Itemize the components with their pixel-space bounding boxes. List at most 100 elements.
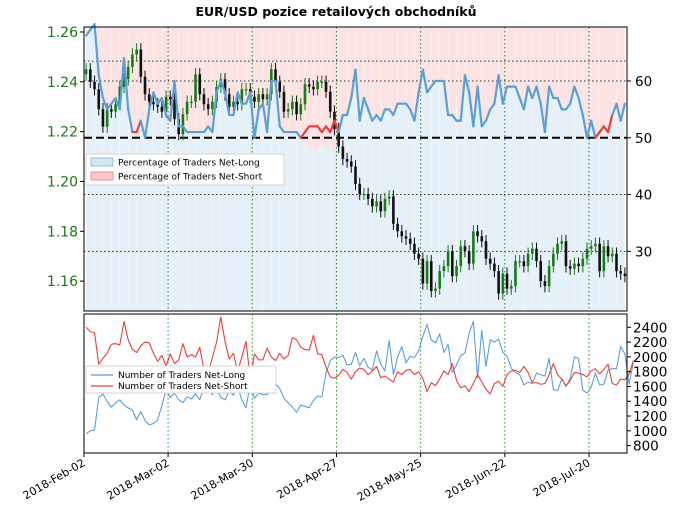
- candle-body: [522, 261, 526, 267]
- candle-body: [480, 236, 484, 242]
- pct-line-segment: [236, 91, 243, 105]
- candle-body: [190, 101, 193, 103]
- legend-label-count-short: Number of Traders Net-Short: [118, 382, 248, 392]
- legend-label-pct-long: Percentage of Traders Net-Long: [118, 159, 260, 169]
- bottom-plot-frame: [83, 313, 628, 454]
- pct-line-segment: [585, 119, 593, 139]
- candle-body: [455, 266, 458, 277]
- candle-body: [530, 248, 534, 254]
- candle-body: [122, 79, 126, 87]
- candle-body: [505, 273, 509, 289]
- candle-body: [278, 81, 282, 92]
- pct-line-segment: [122, 57, 130, 111]
- pct-line-segment: [139, 119, 147, 139]
- candle-body: [257, 94, 260, 102]
- candle-body: [349, 161, 353, 167]
- candle-body: [463, 246, 467, 252]
- pct-line-segment: [303, 125, 311, 134]
- candle-body: [438, 271, 441, 289]
- pct-line-segment: [253, 108, 260, 139]
- candle-body: [362, 193, 366, 196]
- pct-line-segment: [299, 130, 307, 139]
- candle-body: [581, 258, 585, 267]
- candle-body: [526, 253, 530, 267]
- pct-line-segment: [97, 74, 105, 100]
- pct-line-segment: [425, 85, 433, 94]
- candle-body: [291, 101, 294, 110]
- legend-label-pct-short: Percentage of Traders Net-Short: [118, 173, 263, 183]
- candle-body: [623, 273, 627, 277]
- candle-body: [303, 84, 307, 105]
- x-tick-label: 2018-May-25: [355, 456, 424, 504]
- pct-line-segment: [219, 79, 227, 94]
- candle-body: [164, 96, 168, 112]
- right-tick-label: 40: [635, 188, 652, 204]
- pct-line-segment: [93, 23, 100, 77]
- legend-top-frame: [85, 153, 285, 186]
- candle-body: [354, 166, 357, 184]
- candle-body: [467, 251, 471, 264]
- x-tick-label: 2018-Mar-02: [104, 456, 171, 502]
- right-tick-label: 30: [635, 244, 652, 260]
- count-long-line: [85, 320, 634, 435]
- candle-body: [451, 251, 454, 277]
- candle-body: [261, 94, 265, 100]
- legend-swatch-pct-short: [90, 171, 114, 181]
- pct-line-segment: [316, 125, 323, 134]
- candle-body: [379, 201, 383, 212]
- left-tick-label: 1.22: [47, 125, 78, 141]
- pct-line-segment: [362, 96, 370, 111]
- pct-line-segment: [531, 85, 538, 100]
- candle-body: [152, 101, 155, 105]
- candle-body: [181, 114, 185, 135]
- candle-body: [147, 94, 151, 102]
- count-short-line: [85, 316, 634, 395]
- candle-body: [223, 79, 227, 95]
- chart-title: EUR/USD pozice retailových obchodníků: [195, 4, 476, 19]
- right-tick-label: 60: [635, 74, 652, 90]
- pct-line-segment: [413, 91, 420, 122]
- candle-body: [585, 248, 589, 259]
- candle-body: [577, 263, 580, 267]
- right-tick-label: 1800: [633, 365, 667, 381]
- candle-body: [535, 248, 538, 262]
- top-panel-plot: 1.16 1.18 1.20 1.22 1.24 1.26 30 40 50 60: [47, 23, 652, 312]
- candle-body: [446, 251, 450, 267]
- left-tick-label: 1.18: [47, 224, 78, 240]
- candle-body: [543, 281, 547, 287]
- candle-body: [501, 273, 505, 294]
- left-tick-label: 1.26: [47, 25, 78, 41]
- candle-body: [509, 286, 513, 289]
- candle-body: [282, 91, 286, 112]
- candle-body: [421, 258, 425, 284]
- candle-body: [408, 238, 412, 244]
- left-tick-label: 1.20: [47, 174, 78, 190]
- candle-body: [173, 99, 176, 120]
- pct-line-segment: [160, 96, 168, 117]
- pct-line-segment: [569, 85, 576, 105]
- pct-line-segment: [232, 91, 239, 117]
- x-axis-ticks: 2018-Feb-02 2018-Mar-02 2018-Mar-30 2018-Ap…: [21, 453, 593, 504]
- pct-line-segment: [181, 125, 189, 134]
- pct-line-segment: [354, 68, 361, 122]
- pct-line-segment: [223, 91, 231, 117]
- candle-body: [312, 86, 315, 90]
- legend-bottom: Number of Traders Net-Long Number of Tra…: [85, 365, 277, 394]
- right-tick-label: 50: [635, 131, 652, 147]
- candle-body: [383, 198, 387, 212]
- candle-body: [337, 129, 340, 147]
- pct-line-segment: [606, 113, 614, 134]
- pct-line-segment: [611, 102, 618, 117]
- x-tick-label: 2018-Feb-02: [21, 456, 88, 502]
- candle-body: [589, 246, 593, 249]
- candle-body: [93, 81, 96, 90]
- right-tick-label: 800: [633, 439, 659, 455]
- candle-body: [514, 261, 517, 287]
- candle-body: [396, 223, 399, 232]
- candle-body: [143, 76, 147, 95]
- candle-body: [84, 69, 88, 75]
- pct-line-segment: [590, 119, 597, 139]
- candle-body: [307, 84, 311, 87]
- candle-body: [253, 96, 256, 102]
- candle-body: [139, 49, 143, 77]
